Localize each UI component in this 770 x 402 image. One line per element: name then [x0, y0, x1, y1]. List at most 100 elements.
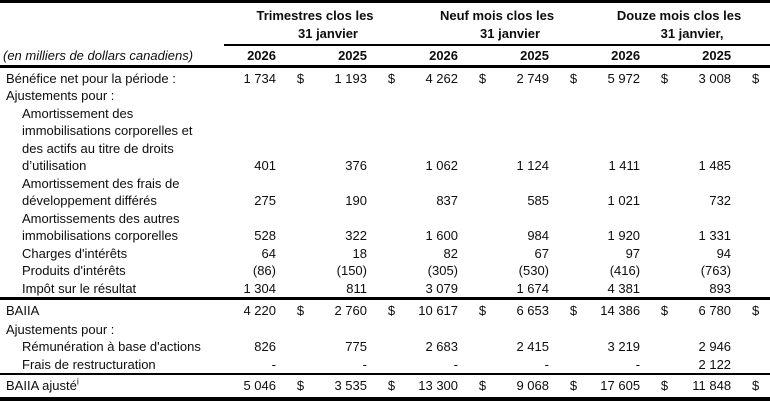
currency-cell	[286, 280, 315, 299]
currency-cell	[741, 356, 770, 375]
value-cell	[679, 321, 741, 339]
currency-cell	[468, 175, 497, 210]
row-label: Bénéfice net pour la période :	[6, 70, 176, 86]
value-cell: 9 068	[497, 373, 560, 399]
value-cell: 1 062	[425, 158, 459, 173]
row-label: Amortissements des autres immobilisation…	[22, 210, 180, 244]
table-row: Impôt sur le résultat 1 304 811 3 079 1 …	[0, 280, 770, 299]
value-cell	[315, 87, 377, 105]
value-cell	[679, 87, 741, 105]
currency-cell: $	[286, 373, 315, 399]
value-cell: (763)	[700, 263, 732, 278]
currency-cell	[741, 105, 770, 175]
value-cell: 275	[254, 193, 276, 208]
currency-cell	[377, 280, 406, 299]
currency-cell	[559, 321, 588, 339]
period-group-title: Neuf mois clos les	[439, 8, 555, 23]
value-cell: 1 124	[516, 158, 550, 173]
currency-cell	[468, 280, 497, 299]
value-cell: -	[362, 356, 367, 372]
value-cell: 3 219	[607, 339, 641, 354]
value-cell: 13 300	[406, 373, 469, 399]
value-cell: 2 946	[698, 339, 732, 354]
value-cell: 5 972	[607, 70, 641, 86]
value-cell: 14 386	[588, 297, 651, 321]
value-cell: 401	[254, 158, 276, 173]
currency-cell	[559, 338, 588, 356]
currency-cell: $	[377, 373, 407, 399]
value-cell: 2 683	[425, 339, 459, 354]
value-cell	[588, 321, 650, 339]
value-cell: 528	[254, 228, 276, 243]
value-cell: 893	[709, 280, 732, 296]
value-cell: 585	[527, 193, 550, 208]
value-cell: 1 304	[243, 280, 276, 296]
currency-cell	[286, 356, 315, 375]
value-cell: 4 220	[224, 297, 286, 321]
currency-cell	[559, 245, 588, 263]
row-label: Rémunération à base d'actions	[22, 339, 201, 354]
currency-cell: $	[559, 297, 589, 321]
currency-cell	[650, 210, 679, 245]
currency-cell: $	[296, 70, 305, 86]
currency-cell	[741, 210, 770, 245]
value-cell: 1 021	[607, 193, 641, 208]
value-cell: 1 411	[608, 158, 641, 173]
value-cell: 1 734	[243, 70, 276, 86]
period-group-header-nine-months: Neuf mois clos les 31 janvier	[406, 1, 589, 46]
currency-spacer	[741, 45, 770, 68]
value-cell: 826	[254, 339, 276, 354]
value-cell: 1 193	[334, 70, 367, 86]
currency-cell	[286, 321, 315, 339]
value-cell: (416)	[609, 263, 641, 278]
value-cell: 82	[443, 245, 459, 261]
period-group-title: Trimestres clos les	[256, 8, 374, 23]
value-cell	[588, 87, 650, 105]
value-cell	[224, 321, 286, 339]
table-row: Charges d'intérêts 64 18 82 67 97 94	[0, 245, 770, 263]
currency-cell: $	[377, 297, 407, 321]
currency-cell	[741, 280, 770, 299]
currency-cell	[650, 87, 679, 105]
currency-cell: $	[468, 373, 498, 399]
row-label: Charges d'intérêts	[22, 245, 128, 261]
currency-cell	[377, 262, 406, 280]
row-label: Amortissement des frais de développement…	[22, 175, 180, 209]
value-cell: 18	[352, 245, 367, 261]
currency-cell: $	[468, 297, 498, 321]
currency-spacer	[468, 45, 498, 68]
currency-cell: $	[559, 373, 589, 399]
value-cell: 3 079	[425, 280, 459, 296]
currency-cell	[286, 245, 315, 263]
table-row: Rémunération à base d'actions 826 775 2 …	[0, 338, 770, 356]
table-row: Bénéfice net pour la période : 1 734 $ 1 …	[0, 66, 770, 87]
currency-cell	[559, 210, 588, 245]
currency-cell	[650, 321, 679, 339]
value-cell: 376	[345, 158, 367, 173]
value-cell: 2 760	[315, 297, 377, 321]
value-cell: (530)	[518, 263, 550, 278]
value-cell: 2 415	[516, 339, 550, 354]
value-cell: 94	[716, 245, 732, 261]
value-cell: 811	[346, 280, 367, 296]
value-cell: 984	[527, 228, 550, 243]
value-cell: (86)	[252, 263, 276, 278]
value-cell: -	[544, 356, 550, 372]
value-cell: 3 535	[315, 373, 377, 399]
row-label: Amortissement des immobilisations corpor…	[22, 105, 193, 174]
value-cell: 2 122	[698, 356, 732, 372]
currency-cell: $	[650, 297, 680, 321]
value-cell: -	[635, 356, 641, 372]
value-cell: 17 605	[588, 373, 651, 399]
period-group-header-twelve-months: Douze mois clos les 31 janvier,	[588, 1, 770, 46]
currency-cell	[741, 262, 770, 280]
value-cell: 4 262	[425, 70, 459, 86]
value-cell: 6 780	[679, 297, 742, 321]
period-group-header-quarter: Trimestres clos les 31 janvier	[224, 1, 407, 46]
footnote-marker: i	[76, 376, 79, 387]
row-label: Produits d'intérêts	[22, 263, 126, 278]
currency-cell	[377, 87, 406, 105]
table-row: Amortissement des frais de développement…	[0, 175, 770, 210]
currency-cell	[377, 356, 406, 375]
header-spacer	[0, 2, 224, 46]
